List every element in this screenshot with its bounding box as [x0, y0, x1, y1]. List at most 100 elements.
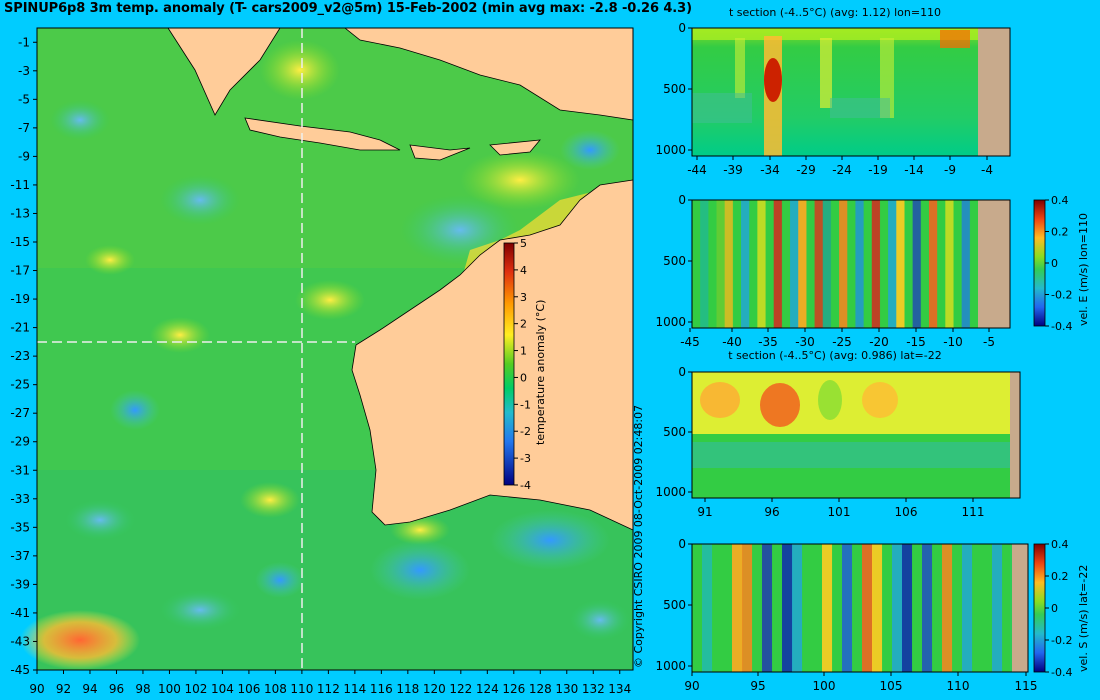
- section-x-tick-label: 101: [828, 505, 851, 519]
- section-y-tick-label: 500: [663, 254, 686, 268]
- section-x-tick-label: -39: [723, 163, 743, 177]
- map-y-tick-label: -13: [10, 206, 30, 220]
- map-y-tick-label: -31: [10, 463, 30, 477]
- map-frame: [36, 27, 634, 671]
- section-x-tick-label: -5: [983, 335, 995, 349]
- vel-s-colorbar-tick-label: 0.2: [1051, 570, 1069, 583]
- map-colorbar-tick-label: -3: [520, 452, 531, 465]
- map-y-tick-label: -37: [10, 549, 30, 563]
- section-y-tick-label: 1000: [655, 315, 686, 329]
- section-x-tick-label: 110: [947, 679, 970, 693]
- map-x-tick-label: 132: [582, 682, 605, 696]
- map-colorbar-ticks: 5 4 3 2 1 0 -1 -2 -3 -4: [514, 237, 531, 492]
- section-x-tick-label: 91: [697, 505, 712, 519]
- section-y-tick-label: 500: [663, 425, 686, 439]
- map-colorbar-tick-label: -2: [520, 425, 531, 438]
- section-x-tick-label: -10: [943, 335, 963, 349]
- section-x-tick-label: -24: [832, 163, 852, 177]
- temperature-map: 90 92 94 96 98 100 102 104 106 108 110 112 114 116 118…: [10, 27, 634, 696]
- panel3-title: t section (-4..5°C) (avg: 0.986) lat=-22: [728, 349, 942, 362]
- map-x-tick-label: 108: [264, 682, 287, 696]
- vel-s-colorbar-tick-label: 0: [1051, 602, 1058, 615]
- section-x-tick-label: -29: [796, 163, 816, 177]
- section-y-tick-label: 0: [678, 537, 686, 551]
- map-x-tick-label: 124: [476, 682, 499, 696]
- map-x-tick-label: 112: [317, 682, 340, 696]
- section-x-tick-label: -25: [832, 335, 852, 349]
- map-colorbar-tick-label: -1: [520, 398, 531, 411]
- vel-e-colorbar-tick-label: -0.4: [1051, 320, 1072, 333]
- section-x-tick-label: -30: [795, 335, 815, 349]
- map-y-ticks: -1 -3 -5 -7 -9 -11 -13 -15 -17 -19 -21 -23 -25 -27 -29…: [10, 35, 37, 677]
- map-y-tick-label: -21: [10, 321, 30, 335]
- vel-s-colorbar-label: vel. S (m/s) lat=-22: [1077, 565, 1090, 672]
- map-y-tick-label: -27: [10, 406, 30, 420]
- map-x-tick-label: 122: [449, 682, 472, 696]
- map-x-tick-label: 94: [82, 682, 97, 696]
- section-y-tick-label: 0: [678, 193, 686, 207]
- section-lines: [37, 28, 355, 670]
- section-x-tick-label: 95: [750, 679, 765, 693]
- map-colorbar-tick-label: -4: [520, 479, 531, 492]
- map-x-tick-label: 128: [529, 682, 552, 696]
- map-x-tick-label: 116: [370, 682, 393, 696]
- section-x-tick-label: 100: [813, 679, 836, 693]
- map-x-tick-label: 130: [555, 682, 578, 696]
- section-x-tick-label: -4: [981, 163, 993, 177]
- vel-e-colorbar-tick-label: 0: [1051, 257, 1058, 270]
- vel-e-section-panel: -45 -40 -35 -30 -25 -20 -15 -10 -5 0 500 1000 0.4 0.…: [655, 193, 1090, 349]
- panel1-ticks: -44 -39 -34 -29 -24 -19 -14 -9 -4 0 500 1000: [655, 21, 993, 177]
- map-colorbar-tick-label: 5: [520, 237, 527, 250]
- map-colorbar-tick-label: 3: [520, 291, 527, 304]
- vel-e-colorbar-label: vel. E (m/s) lon=110: [1077, 213, 1090, 326]
- vel-e-colorbar-tick-label: 0.2: [1051, 226, 1069, 239]
- section-y-tick-label: 0: [678, 365, 686, 379]
- map-x-tick-label: 100: [158, 682, 181, 696]
- section-x-tick-label: 90: [684, 679, 699, 693]
- map-y-tick-label: -7: [18, 121, 30, 135]
- map-x-tick-label: 134: [608, 682, 631, 696]
- map-colorbar-tick-label: 4: [520, 264, 527, 277]
- vel-e-colorbar: [1033, 199, 1046, 327]
- map-x-tick-label: 110: [290, 682, 313, 696]
- map-colorbar-tick-label: 2: [520, 318, 527, 331]
- panel4-ticks: 90 95 100 105 110 115 0 500 1000: [655, 537, 1037, 693]
- section-y-tick-label: 0: [678, 21, 686, 35]
- vel-e-colorbar-tick-label: 0.4: [1051, 194, 1069, 207]
- map-y-tick-label: -41: [10, 606, 30, 620]
- vel-s-colorbar: [1033, 543, 1046, 673]
- section-x-tick-label: -45: [680, 335, 700, 349]
- map-colorbar-tick-label: 0: [520, 371, 527, 384]
- map-x-tick-label: 120: [423, 682, 446, 696]
- section-y-tick-label: 500: [663, 82, 686, 96]
- section-y-tick-label: 1000: [655, 659, 686, 673]
- map-x-tick-label: 114: [343, 682, 366, 696]
- map-y-tick-label: -45: [10, 663, 30, 677]
- panel3-ticks: 91 96 101 106 111 0 500 1000: [655, 365, 984, 519]
- land: [167, 27, 634, 531]
- map-y-tick-label: -25: [10, 378, 30, 392]
- section-y-tick-label: 1000: [655, 143, 686, 157]
- main-title: SPINUP6p8 3m temp. anomaly (T- cars2009_…: [4, 1, 692, 16]
- section-x-tick-label: -19: [868, 163, 888, 177]
- map-y-tick-label: -9: [18, 149, 30, 163]
- panel2-ticks: -45 -40 -35 -30 -25 -20 -15 -10 -5 0 500 1000: [655, 193, 995, 349]
- section-x-tick-label: -15: [906, 335, 926, 349]
- section-x-tick-label: -14: [904, 163, 924, 177]
- vel-s-colorbar-tick-label: -0.2: [1051, 634, 1072, 647]
- map-colorbar-tick-label: 1: [520, 345, 527, 358]
- map-y-tick-label: -3: [18, 64, 30, 78]
- map-y-tick-label: -29: [10, 435, 30, 449]
- map-y-tick-label: -17: [10, 264, 30, 278]
- map-y-tick-label: -43: [10, 634, 30, 648]
- section-x-tick-label: -20: [869, 335, 889, 349]
- map-x-tick-label: 106: [237, 682, 260, 696]
- vel-s-colorbar-tick-label: 0.4: [1051, 538, 1069, 551]
- t-section-lat-panel: 91 96 101 106 111 0 500 1000: [655, 365, 1021, 519]
- section-y-tick-label: 500: [663, 598, 686, 612]
- map-x-tick-label: 104: [211, 682, 234, 696]
- map-x-tick-label: 102: [184, 682, 207, 696]
- map-y-tick-label: -33: [10, 492, 30, 506]
- section-x-tick-label: 96: [764, 505, 779, 519]
- section-x-tick-label: 106: [895, 505, 918, 519]
